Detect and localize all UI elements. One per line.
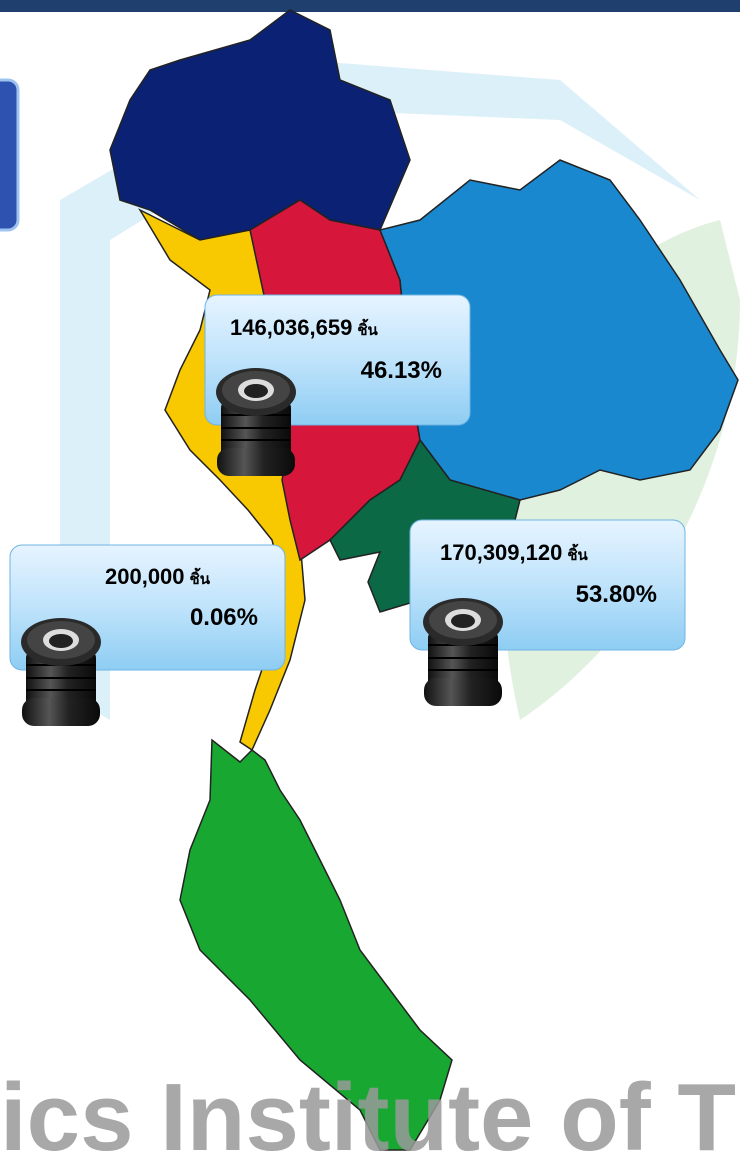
map-infographic: ics Institute of Th 146,036,659ชิ้น 46.1… — [0, 0, 740, 1154]
callout-percent: 46.13% — [361, 357, 442, 384]
product-icon — [423, 598, 503, 706]
callout-percent: 53.80% — [576, 581, 657, 608]
product-icon — [216, 368, 296, 476]
callout-percent: 0.06% — [190, 604, 258, 631]
value: 200,000 — [105, 564, 185, 589]
value: 146,036,659 — [230, 315, 352, 340]
product-icon — [21, 618, 101, 726]
side-panel — [0, 80, 18, 230]
unit: ชิ้น — [357, 318, 378, 339]
watermark-text: ics Institute of Th — [0, 1064, 740, 1154]
north-region — [110, 10, 410, 240]
page: {"callouts": [ {"value": "146,036,659", … — [0, 0, 740, 1154]
header-bar — [0, 0, 740, 12]
unit: ชิ้น — [190, 567, 211, 588]
value: 170,309,120 — [440, 540, 562, 565]
unit: ชิ้น — [567, 543, 588, 564]
